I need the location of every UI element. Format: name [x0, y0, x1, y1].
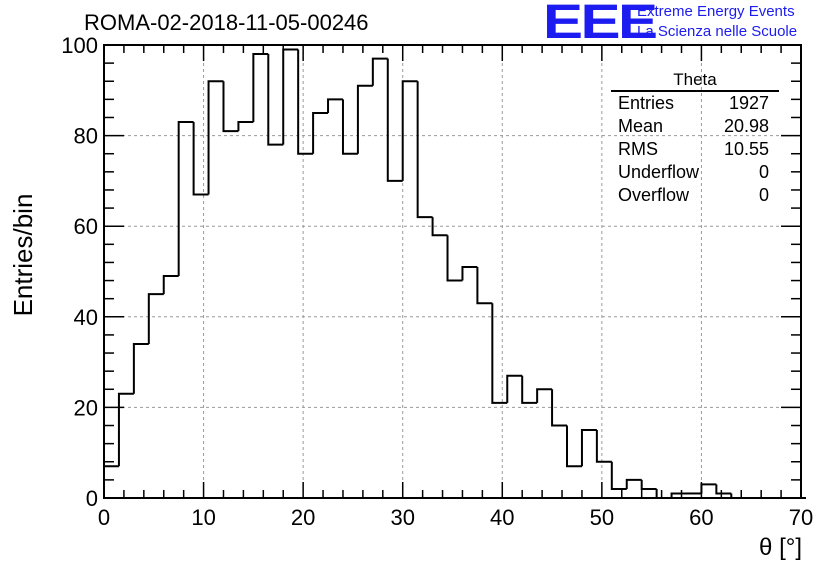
y-tick-label: 60 [74, 214, 98, 239]
eee-logo-mark: EEE [543, 0, 658, 49]
histogram-bin [700, 483, 717, 494]
histogram-bin [655, 488, 672, 499]
stats-row-overflow: Overflow 0 [611, 184, 779, 207]
histogram-bin [610, 461, 627, 490]
histogram-bin [117, 392, 134, 467]
y-tick-label: 0 [86, 486, 98, 511]
y-tick-label: 20 [74, 395, 98, 420]
histogram-bin [416, 81, 433, 219]
y-tick-label: 100 [61, 33, 98, 58]
stats-value: 20.98 [723, 116, 769, 136]
stats-row-underflow: Underflow 0 [611, 161, 779, 184]
histogram-bin [580, 429, 597, 467]
histogram-bin [297, 49, 314, 155]
histogram-bin [327, 98, 343, 113]
histogram-bin [491, 303, 508, 404]
grid-lines [104, 45, 801, 498]
histogram-bin [476, 266, 493, 305]
x-tick-label: 50 [590, 505, 614, 530]
stats-title: Theta [611, 70, 779, 92]
stats-label: RMS [618, 139, 658, 159]
histogram-bin [401, 80, 418, 181]
histogram-bin [371, 57, 388, 86]
logo-line-1: Extreme Energy Events [637, 3, 795, 20]
histogram-bin [521, 375, 538, 404]
histogram-bin [431, 217, 448, 237]
histogram-bin [551, 389, 568, 427]
logo-text: Extreme Energy Events La Scienza nelle S… [637, 2, 797, 42]
stats-value: 10.55 [723, 139, 769, 159]
x-tick-label: 10 [191, 505, 215, 530]
histogram-bin [132, 342, 149, 394]
x-tick-label: 40 [490, 505, 514, 530]
histogram-bin [282, 48, 299, 145]
histogram-bin [446, 235, 463, 282]
stats-row-mean: Mean 20.98 [611, 115, 779, 138]
histogram-bin [222, 81, 239, 133]
histogram-bin [640, 479, 657, 490]
histogram-bin [237, 121, 254, 132]
tick-labels: 0 10 20 30 40 50 60 70 0 20 40 60 80 100 [61, 33, 813, 530]
stats-row-rms: RMS 10.55 [611, 138, 779, 161]
histogram-bin [252, 53, 269, 123]
histogram-bin [177, 121, 194, 277]
x-axis-label: θ [°] [759, 534, 802, 561]
histogram-bin [356, 84, 373, 154]
stats-box: Theta Entries 1927 Mean 20.98 RMS 10.55 … [611, 70, 779, 207]
stats-label: Entries [618, 93, 675, 113]
plot-frame [103, 44, 802, 499]
x-tick-label: 20 [291, 505, 315, 530]
histogram-bin [625, 478, 642, 489]
histogram-bin [162, 275, 179, 295]
histogram-bin [715, 484, 732, 495]
histogram-bin [207, 80, 224, 195]
histogram-bars [103, 48, 806, 499]
stats-row-entries: Entries 1927 [611, 92, 779, 115]
histogram-bin [595, 430, 612, 463]
histogram-bin [461, 265, 478, 281]
histogram-bin [192, 122, 209, 196]
y-axis-label: Entries/bin [8, 193, 38, 317]
stats-label: Mean [618, 116, 664, 136]
x-tick-label: 70 [789, 505, 813, 530]
histogram-bin [312, 111, 329, 154]
histogram-bin [386, 58, 403, 182]
histogram-bin [506, 374, 523, 403]
x-tick-label: 60 [689, 505, 713, 530]
stats-label: Overflow [618, 185, 690, 205]
x-tick-label: 30 [390, 505, 414, 530]
x-tick-label: 0 [98, 505, 110, 530]
histogram-bin [147, 293, 164, 344]
y-tick-label: 40 [74, 305, 98, 330]
stats-label: Underflow [618, 162, 700, 182]
stats-value: 0 [758, 162, 769, 182]
histogram-bin [536, 388, 553, 403]
stats-value: 1927 [728, 93, 769, 113]
histogram-bin [267, 54, 284, 146]
histogram-bin [566, 425, 582, 468]
stats-value: 0 [758, 185, 769, 205]
histogram-bin [341, 99, 358, 155]
axis-ticks [103, 44, 802, 499]
histogram-bin [103, 465, 119, 498]
y-tick-label: 80 [74, 124, 98, 149]
chart-title: ROMA-02-2018-11-05-00246 [84, 10, 369, 35]
logo-line-2: La Scienza nelle Scuole [637, 23, 798, 40]
